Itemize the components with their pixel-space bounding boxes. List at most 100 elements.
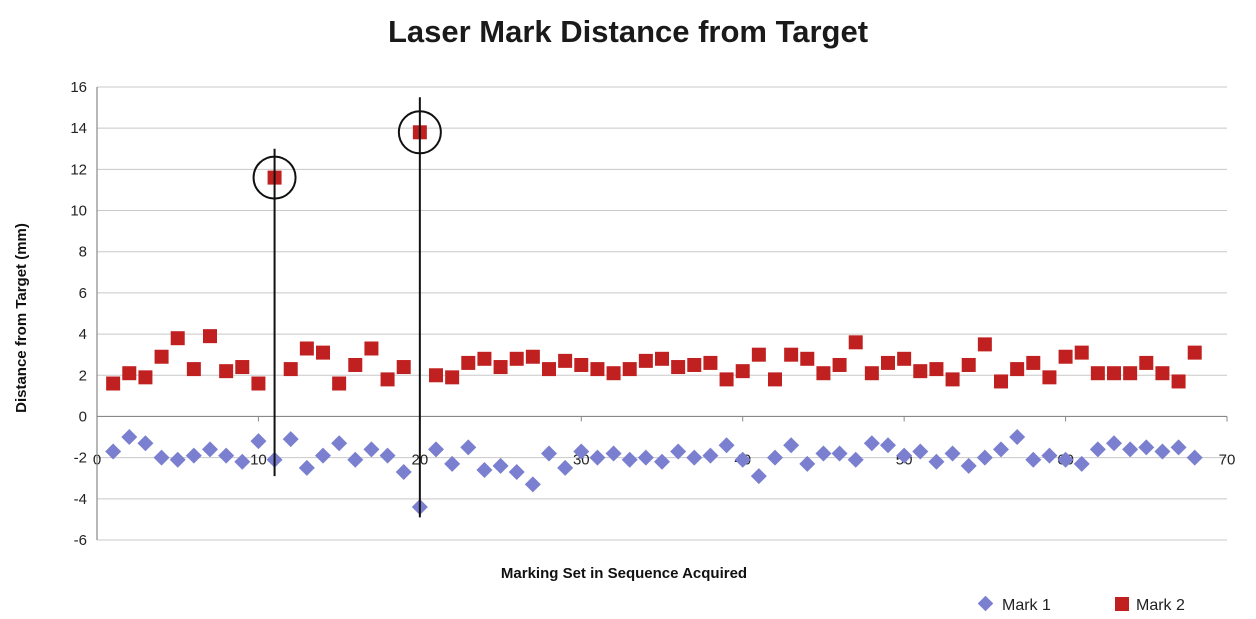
- mark-2-point: [186, 362, 201, 377]
- mark-1-point: [702, 447, 719, 464]
- mark-2-point: [994, 374, 1008, 389]
- mark-2-point: [655, 351, 669, 366]
- y-tick-label: -6: [74, 532, 87, 549]
- mark-1-point: [363, 441, 380, 458]
- y-tick-label: 14: [70, 120, 87, 137]
- mark-1-point: [557, 459, 574, 476]
- legend-label-mark-2: Mark 2: [1136, 597, 1185, 614]
- mark-2-point: [348, 357, 363, 372]
- mark-1-point: [1025, 451, 1042, 468]
- mark-2-point: [881, 355, 895, 370]
- y-tick-label: 0: [79, 408, 87, 425]
- mark-1-point: [718, 437, 735, 454]
- mark-2-point: [1010, 362, 1025, 377]
- y-tick-label: 4: [79, 326, 87, 343]
- annotation-circle: [252, 155, 297, 200]
- mark-1-point: [1138, 439, 1155, 456]
- mark-2-point: [800, 351, 815, 366]
- mark-2-point: [703, 355, 718, 370]
- mark-2-point: [574, 357, 589, 372]
- mark-2-point: [590, 362, 605, 377]
- mark-1-point: [621, 451, 638, 468]
- y-tick-label: 16: [70, 79, 87, 96]
- mark-1-point: [137, 435, 154, 452]
- legend-item-mark-2: Mark 2: [1115, 597, 1185, 614]
- x-tick-label: 30: [573, 451, 590, 468]
- y-tick-label: 2: [79, 367, 87, 384]
- mark-2-point: [509, 351, 524, 366]
- mark-2-point: [283, 362, 298, 377]
- mark-2-point: [687, 357, 702, 372]
- mark-1-point: [202, 441, 218, 458]
- mark-2-point: [332, 376, 347, 391]
- y-tick-label: 10: [70, 203, 87, 220]
- annotations: [252, 97, 442, 518]
- mark-1-point: [1186, 449, 1203, 466]
- mark-2-point: [638, 353, 653, 368]
- mark-1-point: [1154, 443, 1171, 460]
- legend-item-mark-1: Mark 1: [977, 595, 1051, 614]
- y-tick-label: -4: [74, 491, 87, 508]
- y-axis-ticks: -6 -4 -2 0 2 4 6 8 10 12 14 16: [70, 79, 87, 549]
- mark-1-point: [1041, 447, 1058, 464]
- gridlines: [97, 86, 1227, 541]
- mark-2-point: [1171, 374, 1186, 389]
- mark-2-point: [832, 357, 847, 372]
- mark-2-point: [461, 355, 476, 370]
- mark-1-point: [944, 445, 961, 462]
- mark-2-point: [606, 366, 621, 381]
- mark-1-point: [234, 453, 251, 470]
- mark-2-point: [429, 368, 443, 383]
- y-axis-label: Distance from Target (mm): [13, 223, 30, 413]
- mark-2-point: [445, 370, 460, 385]
- mark-1-point: [524, 476, 541, 493]
- mark-1-point: [686, 449, 703, 466]
- mark-1-point: [105, 443, 122, 460]
- annotation-circle: [397, 110, 442, 155]
- mark-2-point: [558, 353, 573, 368]
- mark-1-point: [976, 449, 993, 466]
- mark-2-point: [1107, 366, 1121, 381]
- mark-1-point: [847, 451, 864, 468]
- x-axis-label: Marking Set in Sequence Acquired: [501, 565, 747, 582]
- mark-1-point: [880, 437, 896, 454]
- mark-1-point: [250, 433, 267, 450]
- mark-2-point: [235, 360, 250, 375]
- mark-2-point: [768, 372, 782, 387]
- mark-2-point: [945, 372, 960, 387]
- mark-2-point: [170, 331, 185, 346]
- mark-1-point: [815, 445, 832, 462]
- mark-1-point: [670, 443, 687, 460]
- mark-2-point: [1058, 349, 1073, 364]
- mark-1-point: [428, 441, 444, 458]
- mark-1-point: [734, 451, 751, 468]
- mark-1-point: [928, 453, 945, 470]
- mark-2-point: [396, 360, 411, 375]
- mark-1-point: [863, 435, 880, 452]
- mark-1-point: [1106, 435, 1122, 452]
- mark-1-point: [993, 441, 1009, 458]
- mark-1-point: [460, 439, 477, 456]
- y-tick-label: -2: [74, 450, 87, 467]
- legend: Mark 1 Mark 2: [977, 595, 1185, 614]
- mark-2-point: [622, 362, 637, 377]
- series-mark-1: [105, 429, 1203, 516]
- mark-1-point: [1170, 439, 1187, 456]
- mark-2-point: [219, 364, 234, 379]
- mark-1-point: [912, 443, 929, 460]
- mark-1-point: [783, 437, 800, 454]
- mark-1-point: [476, 461, 493, 478]
- mark-1-point: [218, 447, 235, 464]
- mark-2-point: [784, 347, 799, 362]
- mark-1-point: [541, 445, 557, 462]
- mark-1-point: [896, 447, 913, 464]
- mark-1-point: [573, 443, 590, 460]
- mark-1-point: [1122, 441, 1139, 458]
- mark-2-point: [493, 360, 508, 375]
- mark-1-point: [395, 464, 412, 481]
- mark-2-point: [1074, 345, 1089, 360]
- mark-1-point: [379, 447, 396, 464]
- mark-1-point: [589, 449, 606, 466]
- mark-2-point: [719, 372, 734, 387]
